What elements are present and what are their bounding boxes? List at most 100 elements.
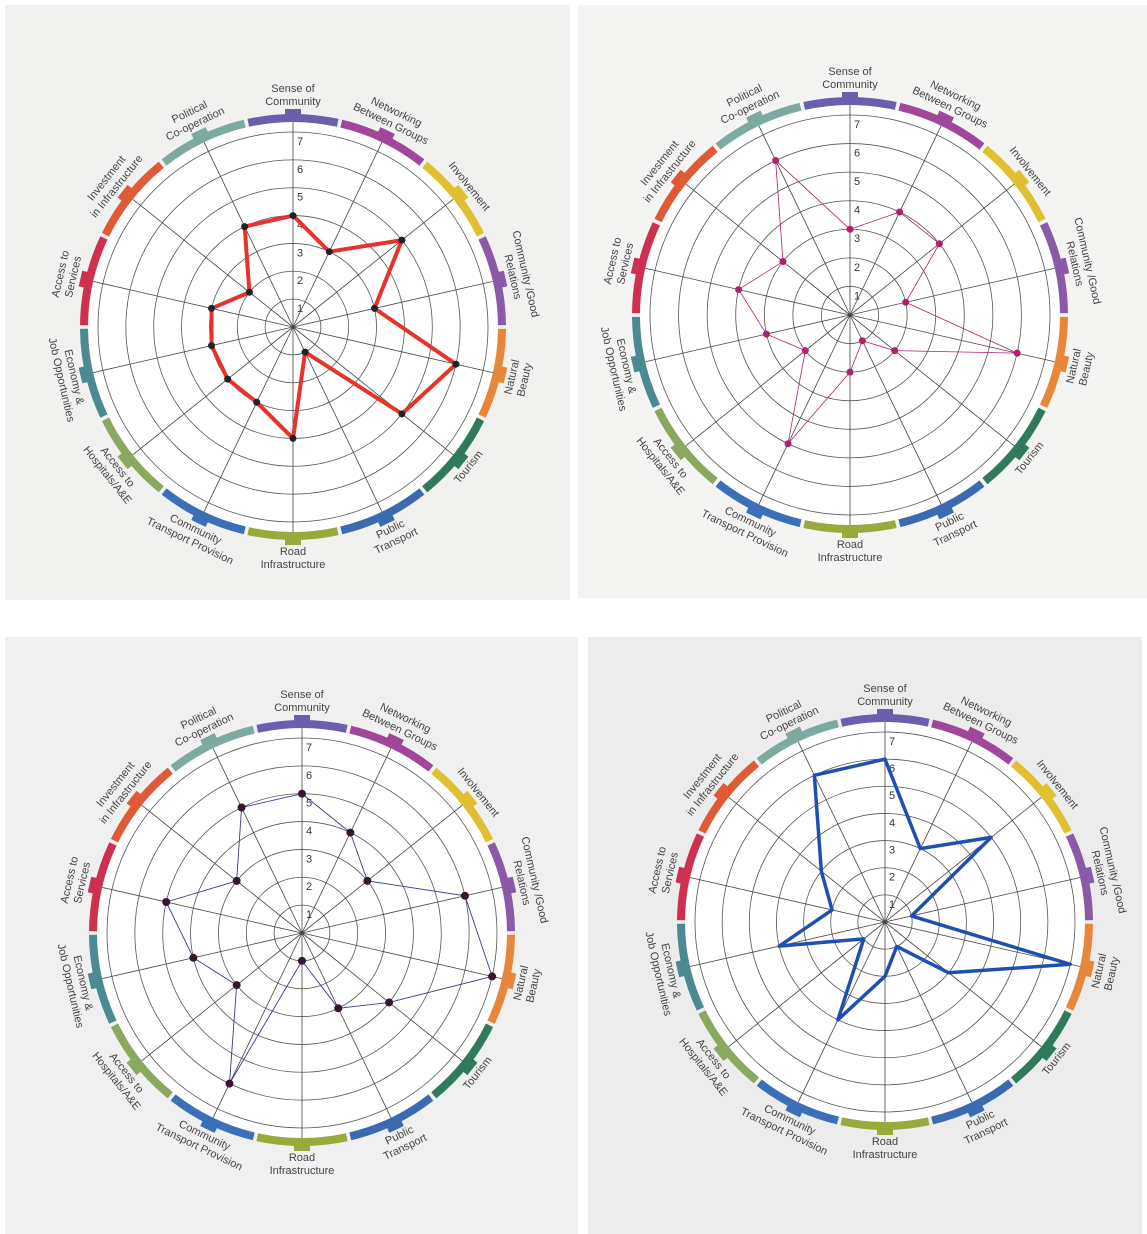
y-tick-label: 3	[297, 247, 303, 259]
data-point	[488, 972, 497, 981]
data-point	[862, 937, 866, 941]
category-label: Infrastructure	[818, 552, 883, 564]
data-point	[363, 876, 372, 885]
y-tick-label: 5	[297, 192, 303, 204]
y-tick-label: 3	[854, 233, 860, 245]
spoke	[203, 142, 294, 328]
y-tick-label: 7	[889, 736, 895, 748]
data-point	[385, 998, 394, 1007]
category-tab	[200, 1115, 220, 1133]
spoke	[292, 280, 493, 328]
category-tab	[934, 501, 954, 520]
category-label: Community	[274, 702, 330, 714]
y-tick-label: 4	[306, 825, 312, 837]
data-point	[298, 789, 306, 798]
category-label: Sense of	[863, 683, 907, 695]
spoke	[685, 183, 851, 316]
category-tab	[1009, 169, 1030, 190]
y-tick-label: 5	[306, 798, 312, 810]
spoke	[301, 932, 392, 1118]
y-tick-label: 1	[306, 909, 312, 921]
spoke	[141, 932, 303, 1062]
data-point	[301, 348, 309, 356]
y-tick-label: 3	[306, 853, 312, 865]
category-tab	[375, 127, 395, 145]
category-tab	[126, 1055, 146, 1076]
spoke	[292, 142, 383, 328]
category-tab	[294, 1139, 310, 1151]
category-tab	[285, 109, 301, 121]
spoke	[301, 748, 392, 934]
data-point	[224, 375, 232, 383]
data-point	[253, 398, 261, 406]
data-point	[819, 869, 823, 873]
y-tick-label: 3	[889, 844, 895, 856]
data-point	[846, 368, 854, 376]
category-label: Community	[265, 96, 321, 108]
category-tab	[1037, 782, 1057, 803]
category-tab	[1037, 1041, 1057, 1062]
category-tab	[449, 449, 469, 470]
category-tab	[191, 509, 211, 527]
data-point	[189, 953, 198, 962]
category-tab	[746, 110, 766, 129]
data-point	[777, 944, 781, 948]
y-tick-label: 6	[306, 770, 312, 782]
category-tab	[842, 92, 858, 104]
y-tick-label: 7	[306, 742, 312, 754]
category-tab	[785, 726, 805, 745]
spoke	[102, 886, 303, 934]
y-tick-label: 1	[854, 290, 860, 302]
category-tab	[965, 1099, 985, 1118]
category-label: Sense of	[280, 689, 324, 701]
spoke	[132, 326, 294, 456]
y-tick-label: 1	[889, 899, 895, 911]
category-tab	[842, 526, 858, 538]
y-tick-label: 7	[854, 119, 860, 131]
category-label: Road	[872, 1136, 898, 1148]
spoke	[102, 932, 303, 980]
data-point	[452, 360, 460, 368]
y-tick-label: 5	[889, 790, 895, 802]
data-point	[895, 944, 899, 948]
spoke	[849, 267, 1055, 316]
data-point	[883, 757, 887, 761]
category-tab	[785, 1099, 805, 1118]
category-tab	[746, 501, 766, 520]
spoke	[728, 921, 886, 1048]
category-tab	[191, 127, 211, 145]
spoke	[645, 314, 851, 363]
data-point	[735, 286, 743, 294]
category-tab	[630, 257, 647, 276]
data-point	[1068, 962, 1072, 966]
spoke	[884, 921, 1042, 1048]
spoke	[884, 741, 973, 923]
category-label: Community	[857, 696, 913, 708]
category-tab	[458, 790, 478, 811]
y-tick-label: 2	[854, 262, 860, 274]
category-tab	[1053, 257, 1070, 276]
data-point	[947, 971, 951, 975]
spoke	[849, 314, 1015, 447]
data-point	[902, 298, 910, 306]
category-tab	[630, 354, 647, 373]
spoke	[301, 932, 463, 1062]
data-point	[883, 974, 887, 978]
spoke	[292, 326, 493, 374]
category-label: Sense of	[828, 66, 872, 78]
category-tab	[384, 1115, 404, 1133]
spoke	[849, 314, 942, 505]
category-label: Sense of	[271, 83, 315, 95]
category-label: Infrastructure	[270, 1165, 335, 1177]
y-tick-label: 2	[297, 275, 303, 287]
data-point	[858, 337, 866, 345]
category-label: Road	[289, 1152, 315, 1164]
category-tab	[1079, 866, 1095, 886]
category-tab	[713, 782, 733, 803]
data-point	[935, 240, 943, 248]
y-tick-label: 5	[854, 176, 860, 188]
y-tick-label: 4	[297, 219, 303, 231]
category-tab	[877, 709, 893, 721]
y-tick-label: 1	[297, 303, 303, 315]
y-tick-label: 2	[889, 872, 895, 884]
